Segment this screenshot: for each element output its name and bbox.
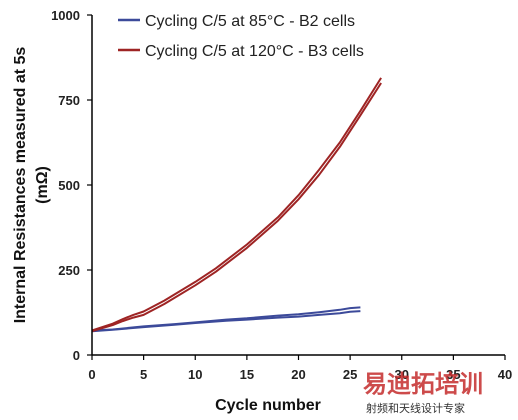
y-tick-label: 250 [58, 263, 80, 278]
legend: Cycling C/5 at 85°C - B2 cells Cycling C/… [113, 7, 428, 67]
series-2-upper-line [91, 77, 382, 332]
x-tick-label: 10 [188, 367, 202, 382]
y-axis-title: Internal Resistances measured at 5s (mΩ) [12, 47, 51, 324]
watermark-tagline: 射频和天线设计专家 [366, 401, 465, 415]
legend-label-2: Cycling C/5 at 120°C - B3 cells [145, 43, 364, 60]
x-tick-label: 15 [240, 367, 254, 382]
x-tick-label: 35 [446, 367, 460, 382]
legend-label-1: Cycling C/5 at 85°C - B2 cells [145, 13, 355, 30]
series-layer [91, 77, 382, 333]
x-tick-label: 5 [140, 367, 147, 382]
series-1 [91, 306, 361, 333]
x-tick-label: 0 [88, 367, 95, 382]
x-axis-title: Cycle number [215, 397, 321, 414]
y-axis-title-line-2: (mΩ) [34, 166, 51, 204]
series-2 [91, 77, 382, 333]
series-2-lower-line [91, 82, 382, 333]
y-tick-label: 500 [58, 178, 80, 193]
y-tick-label: 1000 [51, 8, 80, 23]
legend-box [113, 7, 428, 67]
y-tick-label: 750 [58, 93, 80, 108]
axes-layer [91, 15, 505, 356]
ticks-layer: 0 5 10 15 20 25 30 35 40 0 250 500 750 1000 [51, 8, 512, 382]
series-1-lower-line [91, 310, 361, 333]
x-tick-label: 40 [498, 367, 512, 382]
x-tick-label: 20 [291, 367, 305, 382]
x-tick-label: 25 [343, 367, 357, 382]
x-tick-label: 30 [395, 367, 409, 382]
watermark: 易迪拓培训 射频和天线设计专家 [363, 370, 483, 415]
y-tick-label: 0 [73, 348, 80, 363]
y-axis-title-line-1: Internal Resistances measured at 5s [12, 47, 29, 324]
watermark-logo-text: 易迪拓培训 [363, 370, 483, 398]
